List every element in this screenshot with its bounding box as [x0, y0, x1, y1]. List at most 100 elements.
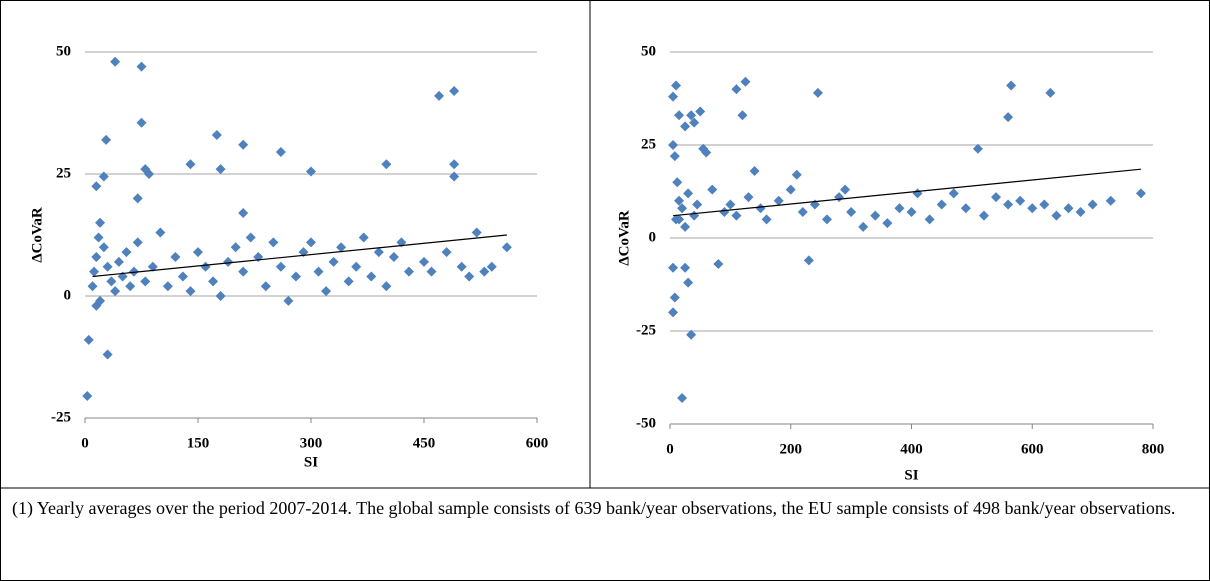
trend-line [92, 234, 507, 278]
point [1003, 112, 1014, 123]
point [674, 195, 685, 206]
point [321, 286, 332, 297]
point [674, 110, 685, 121]
point [245, 232, 256, 243]
point [185, 159, 196, 170]
point [924, 214, 935, 225]
point [110, 56, 121, 67]
point [336, 242, 347, 253]
point [731, 84, 742, 95]
point [683, 188, 694, 199]
point [791, 169, 802, 180]
point [960, 203, 971, 214]
x-tick-label: 400 [900, 441, 923, 457]
point [238, 266, 249, 277]
y-tick-label: 25 [56, 165, 71, 181]
point [238, 139, 249, 150]
point [755, 203, 766, 214]
point [749, 166, 760, 177]
y-tick-label: 50 [56, 43, 71, 59]
point [1006, 80, 1017, 91]
point [419, 256, 429, 267]
point [441, 247, 452, 258]
point [719, 206, 730, 217]
point [740, 76, 751, 87]
point [671, 80, 682, 91]
point [689, 117, 700, 128]
point [846, 206, 857, 217]
point [306, 237, 316, 248]
point [761, 214, 772, 225]
point [162, 281, 173, 292]
x-tick-label: 600 [526, 435, 549, 451]
point [306, 166, 316, 177]
point [680, 262, 691, 273]
point [381, 159, 392, 170]
point [501, 242, 512, 253]
point [701, 147, 712, 158]
point [170, 251, 181, 262]
point [840, 184, 851, 195]
point [101, 134, 112, 145]
point [283, 295, 294, 306]
point [978, 210, 989, 221]
point [136, 117, 147, 128]
point [98, 171, 109, 182]
point [426, 266, 437, 277]
point [713, 259, 724, 270]
point [1039, 199, 1050, 210]
point [185, 286, 196, 297]
point [275, 147, 286, 158]
point [102, 349, 113, 360]
point [328, 256, 339, 267]
point [98, 242, 109, 253]
x-tick-label: 450 [413, 435, 436, 451]
point [677, 392, 688, 403]
y-tick-label: 25 [641, 136, 656, 152]
point [95, 217, 106, 228]
point [668, 140, 679, 150]
point [680, 121, 691, 132]
point [785, 184, 796, 195]
y-tick-label: 0 [649, 229, 657, 245]
point [1003, 199, 1014, 210]
point [434, 90, 445, 101]
point [449, 171, 460, 182]
x-tick-label: 150 [187, 435, 210, 451]
x-tick-label: 800 [1142, 441, 1165, 457]
point [882, 218, 893, 229]
point [671, 214, 682, 225]
point [343, 276, 354, 287]
point [1135, 188, 1146, 199]
point [725, 199, 736, 210]
point [358, 232, 369, 243]
x-axis-label: SI [904, 467, 918, 483]
caption: (1) Yearly averages over the period 2007… [12, 498, 1176, 518]
point [1075, 206, 1086, 217]
point [95, 295, 106, 306]
point [870, 210, 881, 221]
point [737, 110, 748, 121]
point [894, 203, 905, 214]
point [373, 247, 384, 258]
point [797, 206, 808, 217]
point [683, 277, 694, 288]
point [936, 199, 947, 210]
point [686, 110, 697, 121]
point [128, 266, 139, 277]
point [669, 292, 680, 303]
point [668, 91, 679, 102]
point [132, 193, 143, 204]
point [858, 221, 869, 232]
point [113, 256, 124, 267]
point [1015, 195, 1026, 206]
point [707, 184, 718, 195]
point [102, 261, 113, 272]
point [972, 143, 983, 154]
x-tick-label: 200 [780, 441, 803, 457]
point [773, 195, 784, 206]
point [366, 271, 377, 282]
point [260, 281, 271, 292]
point [803, 255, 814, 266]
